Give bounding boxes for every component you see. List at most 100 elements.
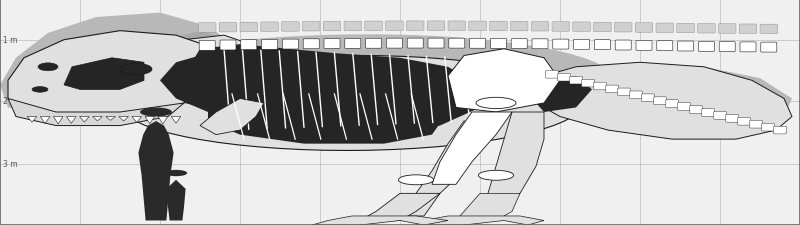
- FancyBboxPatch shape: [345, 39, 361, 49]
- FancyBboxPatch shape: [618, 89, 630, 96]
- Polygon shape: [138, 122, 174, 220]
- FancyBboxPatch shape: [448, 22, 466, 31]
- Text: 2 m: 2 m: [3, 97, 18, 106]
- FancyBboxPatch shape: [636, 41, 652, 51]
- Ellipse shape: [38, 63, 58, 72]
- FancyBboxPatch shape: [761, 43, 777, 53]
- Polygon shape: [208, 86, 448, 144]
- FancyBboxPatch shape: [657, 42, 673, 52]
- FancyBboxPatch shape: [386, 22, 403, 31]
- FancyBboxPatch shape: [510, 22, 528, 32]
- FancyBboxPatch shape: [552, 23, 570, 32]
- FancyBboxPatch shape: [366, 39, 382, 49]
- Polygon shape: [448, 50, 560, 112]
- FancyBboxPatch shape: [219, 23, 237, 33]
- FancyBboxPatch shape: [490, 22, 507, 32]
- FancyBboxPatch shape: [553, 40, 569, 50]
- FancyBboxPatch shape: [546, 71, 558, 79]
- FancyBboxPatch shape: [738, 118, 750, 126]
- FancyBboxPatch shape: [469, 22, 486, 32]
- Circle shape: [476, 98, 516, 109]
- FancyBboxPatch shape: [702, 109, 714, 117]
- FancyBboxPatch shape: [262, 40, 278, 50]
- Polygon shape: [132, 117, 142, 123]
- Polygon shape: [64, 58, 144, 90]
- Ellipse shape: [32, 87, 48, 93]
- FancyBboxPatch shape: [220, 41, 236, 51]
- FancyBboxPatch shape: [574, 40, 590, 50]
- FancyBboxPatch shape: [656, 24, 674, 33]
- FancyBboxPatch shape: [531, 22, 549, 32]
- FancyBboxPatch shape: [606, 86, 618, 93]
- FancyBboxPatch shape: [282, 40, 298, 50]
- FancyBboxPatch shape: [594, 40, 610, 50]
- FancyBboxPatch shape: [594, 83, 606, 90]
- Polygon shape: [360, 194, 440, 220]
- FancyBboxPatch shape: [750, 121, 762, 128]
- Polygon shape: [400, 122, 496, 216]
- Polygon shape: [106, 117, 115, 121]
- FancyBboxPatch shape: [282, 22, 299, 32]
- Polygon shape: [8, 99, 184, 126]
- FancyBboxPatch shape: [365, 22, 382, 32]
- Polygon shape: [27, 117, 37, 123]
- FancyBboxPatch shape: [199, 41, 215, 51]
- Circle shape: [478, 171, 514, 180]
- FancyBboxPatch shape: [615, 41, 631, 51]
- FancyBboxPatch shape: [762, 124, 774, 131]
- Polygon shape: [200, 99, 264, 135]
- FancyBboxPatch shape: [490, 39, 506, 49]
- Polygon shape: [8, 32, 224, 122]
- Text: 1 m: 1 m: [3, 36, 18, 45]
- FancyBboxPatch shape: [427, 22, 445, 31]
- FancyBboxPatch shape: [739, 25, 757, 34]
- Polygon shape: [0, 14, 240, 112]
- Polygon shape: [119, 117, 129, 122]
- Text: 3 m: 3 m: [3, 160, 18, 169]
- FancyBboxPatch shape: [428, 39, 444, 49]
- Polygon shape: [66, 117, 76, 124]
- Ellipse shape: [88, 36, 616, 135]
- FancyBboxPatch shape: [241, 40, 257, 50]
- Ellipse shape: [120, 56, 584, 151]
- FancyBboxPatch shape: [698, 42, 714, 52]
- FancyBboxPatch shape: [740, 43, 756, 53]
- Polygon shape: [192, 45, 480, 140]
- Polygon shape: [160, 54, 288, 112]
- Ellipse shape: [120, 64, 152, 75]
- FancyBboxPatch shape: [570, 77, 582, 85]
- FancyBboxPatch shape: [302, 22, 320, 32]
- Polygon shape: [166, 180, 186, 220]
- FancyBboxPatch shape: [558, 74, 570, 82]
- FancyBboxPatch shape: [654, 97, 666, 105]
- Polygon shape: [544, 68, 792, 126]
- Polygon shape: [312, 216, 448, 225]
- FancyBboxPatch shape: [470, 39, 486, 49]
- FancyBboxPatch shape: [760, 25, 778, 34]
- FancyBboxPatch shape: [573, 23, 590, 32]
- Circle shape: [398, 175, 434, 185]
- Polygon shape: [171, 117, 181, 124]
- FancyBboxPatch shape: [719, 43, 735, 52]
- FancyBboxPatch shape: [386, 39, 402, 49]
- Polygon shape: [79, 117, 89, 123]
- Polygon shape: [528, 76, 592, 112]
- FancyBboxPatch shape: [630, 92, 642, 99]
- FancyBboxPatch shape: [449, 39, 465, 49]
- FancyBboxPatch shape: [582, 80, 594, 88]
- FancyBboxPatch shape: [714, 112, 726, 120]
- FancyBboxPatch shape: [718, 25, 736, 34]
- FancyBboxPatch shape: [678, 103, 690, 111]
- Polygon shape: [145, 117, 154, 124]
- FancyBboxPatch shape: [698, 25, 715, 34]
- Polygon shape: [432, 112, 512, 184]
- Polygon shape: [160, 36, 264, 108]
- Polygon shape: [54, 117, 63, 124]
- FancyBboxPatch shape: [642, 94, 654, 102]
- Polygon shape: [93, 117, 102, 121]
- Polygon shape: [158, 117, 168, 124]
- FancyBboxPatch shape: [240, 23, 258, 33]
- FancyBboxPatch shape: [406, 22, 424, 31]
- FancyBboxPatch shape: [324, 39, 340, 49]
- Polygon shape: [528, 63, 792, 140]
